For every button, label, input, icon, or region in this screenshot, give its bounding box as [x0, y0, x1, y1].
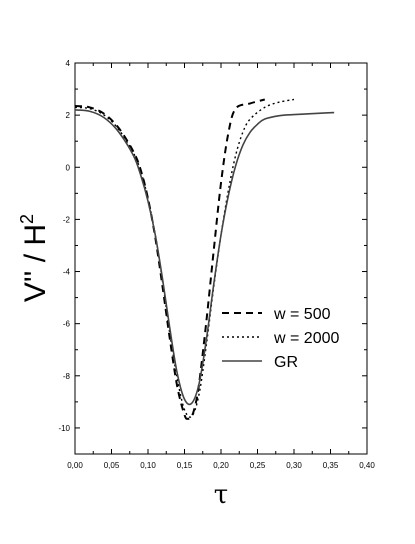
legend-label-w500: w = 500 — [273, 306, 331, 323]
y-axis-label: V'' / H2 — [17, 214, 52, 302]
x-tick-label: 0,00 — [67, 461, 83, 470]
x-tick-label: 0,20 — [213, 461, 229, 470]
x-tick-label: 0,15 — [177, 461, 193, 470]
series-line-w-500 — [74, 98, 266, 420]
x-tick-label: 0,40 — [359, 461, 375, 470]
legend-label-gr: GR — [274, 354, 298, 371]
y-tick-label: 4 — [66, 59, 71, 68]
x-axis-label: τ — [214, 480, 228, 510]
series-layer — [74, 98, 335, 420]
y-tick-label: -6 — [63, 320, 71, 329]
x-tick-label: 0,30 — [286, 461, 302, 470]
x-tick-label: 0,10 — [140, 461, 156, 470]
series-line-gr — [74, 109, 335, 406]
axis-ticks: 0,00 0,05 0,10 0,15 0,20 0,25 0,30 0,35 0,40 -10 -… — [58, 59, 375, 470]
y-tick-label: 2 — [66, 111, 71, 120]
y-tick-label: -10 — [58, 424, 70, 433]
y-axis-label-main: V'' / H — [19, 224, 52, 302]
plot-frame — [74, 62, 368, 455]
y-tick-label: -4 — [63, 268, 71, 277]
x-tick-label: 0,25 — [250, 461, 266, 470]
y-tick-label: -2 — [63, 215, 71, 224]
y-tick-label: -8 — [63, 372, 71, 381]
x-tick-label: 0,35 — [323, 461, 339, 470]
y-tick-label: 0 — [66, 163, 71, 172]
series-line-w-2000 — [74, 98, 295, 418]
y-axis-label-superscript: 2 — [17, 214, 37, 224]
x-tick-label: 0,05 — [104, 461, 120, 470]
legend: w = 500 w = 2000 GR — [222, 306, 339, 371]
legend-label-w2000: w = 2000 — [273, 330, 339, 347]
